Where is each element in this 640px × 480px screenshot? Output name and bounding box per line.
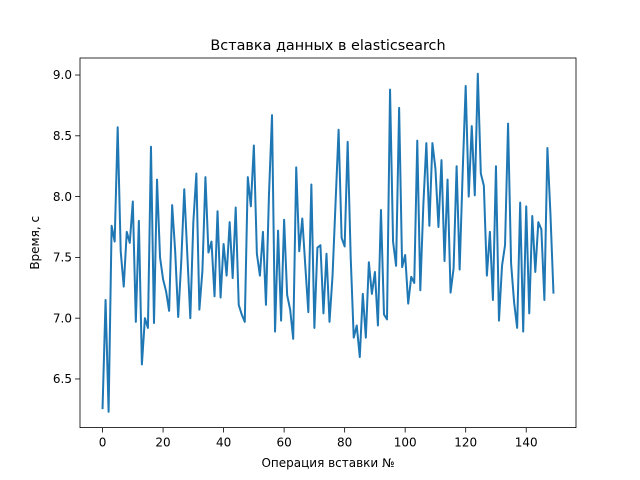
x-tick-label: 140 <box>515 436 538 450</box>
x-axis-ticks: 0 20 40 60 80 100 120 140 <box>99 427 538 450</box>
y-tick-label: 7.5 <box>53 251 72 265</box>
y-tick-label: 8.0 <box>53 190 72 204</box>
y-axis-label: Время, с <box>28 216 42 270</box>
x-tick-label: 100 <box>394 436 417 450</box>
x-tick-label: 80 <box>337 436 352 450</box>
x-tick-label: 40 <box>216 436 231 450</box>
x-tick-label: 20 <box>155 436 170 450</box>
x-axis-label: Операция вставки № <box>261 456 394 470</box>
y-axis-ticks: 6.5 7.0 7.5 8.0 8.5 9.0 <box>53 68 80 386</box>
y-tick-label: 7.0 <box>53 311 72 325</box>
series-line-0 <box>101 72 555 413</box>
y-tick-label: 6.5 <box>53 372 72 386</box>
x-tick-label: 60 <box>276 436 291 450</box>
x-tick-label: 120 <box>454 436 477 450</box>
y-tick-label: 8.5 <box>53 129 72 143</box>
plot-area <box>101 72 555 413</box>
chart-title: Вставка данных в elasticsearch <box>210 38 445 54</box>
axes-frame <box>79 57 577 429</box>
x-tick-label: 0 <box>99 436 107 450</box>
y-tick-label: 9.0 <box>53 68 72 82</box>
